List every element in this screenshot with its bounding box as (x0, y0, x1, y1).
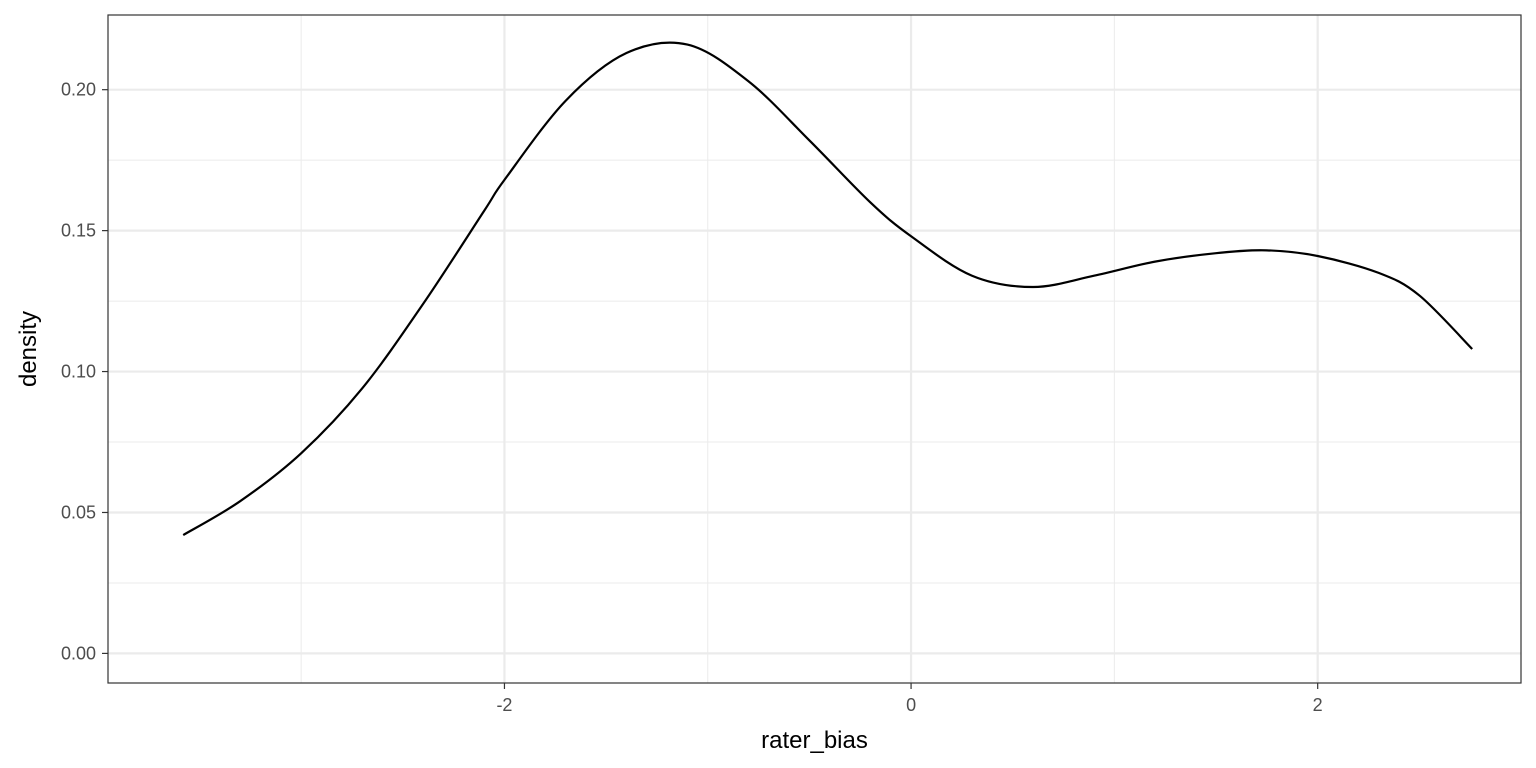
y-tick-label: 0.20 (61, 80, 96, 100)
minor-gridlines (108, 15, 1521, 683)
y-axis-title: density (15, 311, 42, 387)
y-axis: 0.00 0.05 0.10 0.15 0.20 (61, 80, 108, 663)
y-tick-label: 0.15 (61, 221, 96, 241)
y-tick-label: 0.00 (61, 643, 96, 663)
density-curve (182, 41, 1473, 536)
x-tick-label: -2 (496, 695, 512, 715)
major-gridlines (108, 15, 1521, 683)
x-axis-title: rater_bias (761, 727, 868, 754)
x-tick-label: 0 (906, 695, 916, 715)
x-tick-label: 2 (1313, 695, 1323, 715)
y-tick-label: 0.10 (61, 362, 96, 382)
panel-border (107, 14, 1522, 684)
x-axis: -2 0 2 (496, 683, 1323, 715)
y-tick-label: 0.05 (61, 502, 96, 522)
